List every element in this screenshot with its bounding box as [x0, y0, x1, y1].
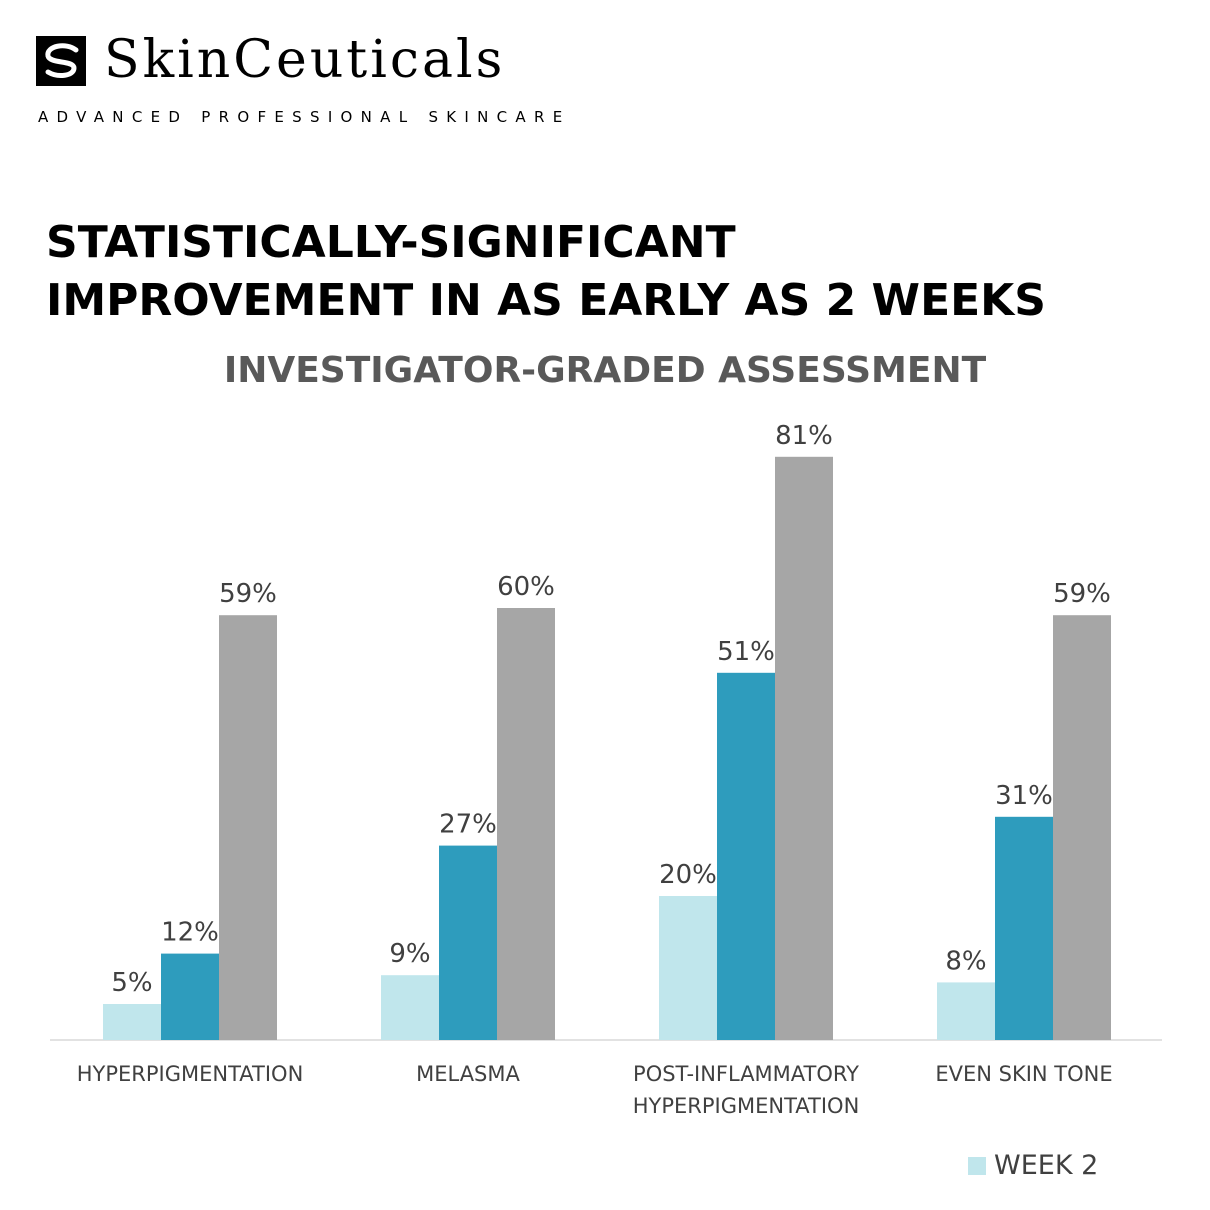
legend-swatch-week-2 [968, 1156, 986, 1175]
chart-title: INVESTIGATOR-GRADED ASSESSMENT [223, 350, 987, 391]
brand-name: SkinCeuticals [104, 30, 506, 90]
bar-melasma-series-3 [497, 608, 555, 1040]
value-label-melasma-series-1: 9% [389, 939, 430, 969]
value-label-melasma-series-2: 27% [439, 810, 497, 840]
bar-post-inflammatory-hyperpigmentation-series-1 [659, 896, 717, 1040]
bar-even-skin-tone-series-3 [1053, 615, 1111, 1040]
value-label-even-skin-tone-series-3: 59% [1053, 579, 1111, 609]
value-label-melasma-series-3: 60% [497, 572, 555, 602]
legend-label-week-2: WEEK 2 [994, 1150, 1099, 1181]
headline: STATISTICALLY-SIGNIFICANT IMPROVEMENT IN… [46, 214, 1046, 330]
value-label-even-skin-tone-series-2: 31% [995, 781, 1053, 811]
bar-hyperpigmentation-series-1 [103, 1004, 161, 1040]
value-label-hyperpigmentation-series-3: 59% [219, 579, 277, 609]
headline-line-2: IMPROVEMENT IN AS EARLY AS 2 WEEKS [46, 275, 1046, 326]
bar-post-inflammatory-hyperpigmentation-series-2 [717, 672, 775, 1040]
bar-hyperpigmentation-series-3 [219, 615, 277, 1040]
value-label-even-skin-tone-series-1: 8% [945, 946, 986, 976]
category-label-even-skin-tone: EVEN SKIN TONE [935, 1062, 1112, 1086]
bar-even-skin-tone-series-2 [995, 816, 1053, 1040]
bar-melasma-series-1 [381, 975, 439, 1040]
swirl-logo-icon [36, 36, 86, 86]
category-label-hyperpigmentation: HYPERPIGMENTATION [77, 1062, 304, 1086]
bar-post-inflammatory-hyperpigmentation-series-3 [775, 456, 833, 1040]
brand-tagline: ADVANCED PROFESSIONAL SKINCARE [38, 108, 571, 126]
value-label-hyperpigmentation-series-1: 5% [111, 968, 152, 998]
category-label-post-inflammatory-hyperpigmentation-line-2: HYPERPIGMENTATION [633, 1094, 860, 1118]
value-label-hyperpigmentation-series-2: 12% [161, 918, 219, 948]
bar-even-skin-tone-series-1 [937, 982, 995, 1040]
category-label-post-inflammatory-hyperpigmentation-line-1: POST-INFLAMMATORY [633, 1062, 859, 1086]
headline-line-1: STATISTICALLY-SIGNIFICANT [46, 217, 736, 268]
value-label-post-inflammatory-hyperpigmentation-series-2: 51% [717, 637, 775, 667]
category-label-melasma: MELASMA [416, 1062, 520, 1086]
bar-melasma-series-2 [439, 845, 497, 1040]
value-label-post-inflammatory-hyperpigmentation-series-3: 81% [775, 421, 833, 451]
value-label-post-inflammatory-hyperpigmentation-series-1: 20% [659, 860, 717, 890]
chart-legend: WEEK 2 [968, 1150, 1098, 1181]
bar-hyperpigmentation-series-2 [161, 953, 219, 1040]
